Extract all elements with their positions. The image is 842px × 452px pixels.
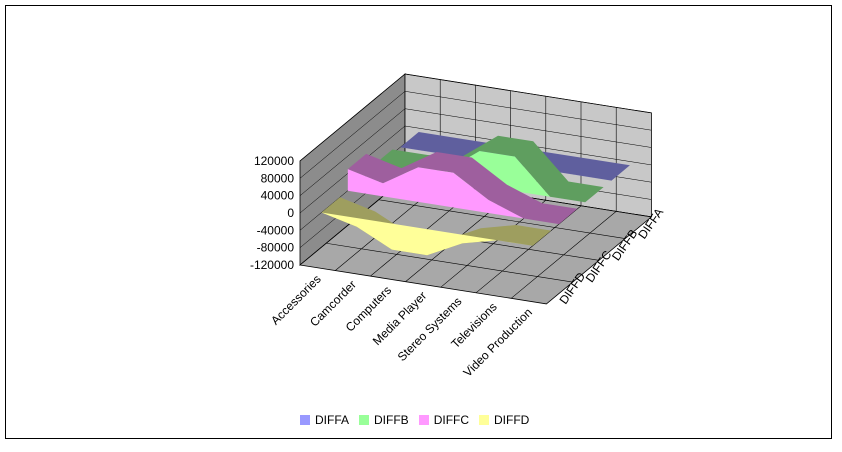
depth-gridline xyxy=(326,242,573,283)
legend-item: DIFFA xyxy=(300,413,349,427)
legend-label: DIFFC xyxy=(433,413,470,427)
series-top-diffc xyxy=(347,152,578,225)
legend-label: DIFFD xyxy=(494,413,530,427)
value-gridline xyxy=(299,91,652,179)
legend-item: DIFFC xyxy=(418,413,470,427)
x-tick-label: Video Production xyxy=(461,305,535,379)
y-tick-label: 40000 xyxy=(261,189,295,203)
y-tick-label: -120000 xyxy=(250,258,294,272)
legend-label: DIFFB xyxy=(374,413,409,427)
legend-swatch xyxy=(359,415,370,425)
y-tick-label: -80000 xyxy=(257,241,295,255)
value-gridline xyxy=(299,125,652,214)
legend-label: DIFFA xyxy=(315,413,350,427)
legend-swatch xyxy=(418,415,429,425)
y-tick-label: 0 xyxy=(287,206,294,220)
legend-item: DIFFD xyxy=(479,413,529,427)
legend: DIFFA DIFFB DIFFC DIFFD xyxy=(300,411,529,429)
value-gridline xyxy=(299,108,652,196)
series-top-diffb xyxy=(374,135,604,203)
series-face-diffd xyxy=(321,212,533,256)
series-face-diffc xyxy=(347,167,559,225)
depth-gridline xyxy=(378,199,626,239)
y-tick-label: 80000 xyxy=(261,171,295,185)
legend-item: DIFFB xyxy=(359,413,409,427)
legend-swatch xyxy=(300,415,310,425)
y-tick-label: -40000 xyxy=(257,223,295,237)
value-gridline xyxy=(299,73,652,162)
y-tick-label: 120000 xyxy=(254,154,294,168)
legend-swatch xyxy=(479,415,490,425)
